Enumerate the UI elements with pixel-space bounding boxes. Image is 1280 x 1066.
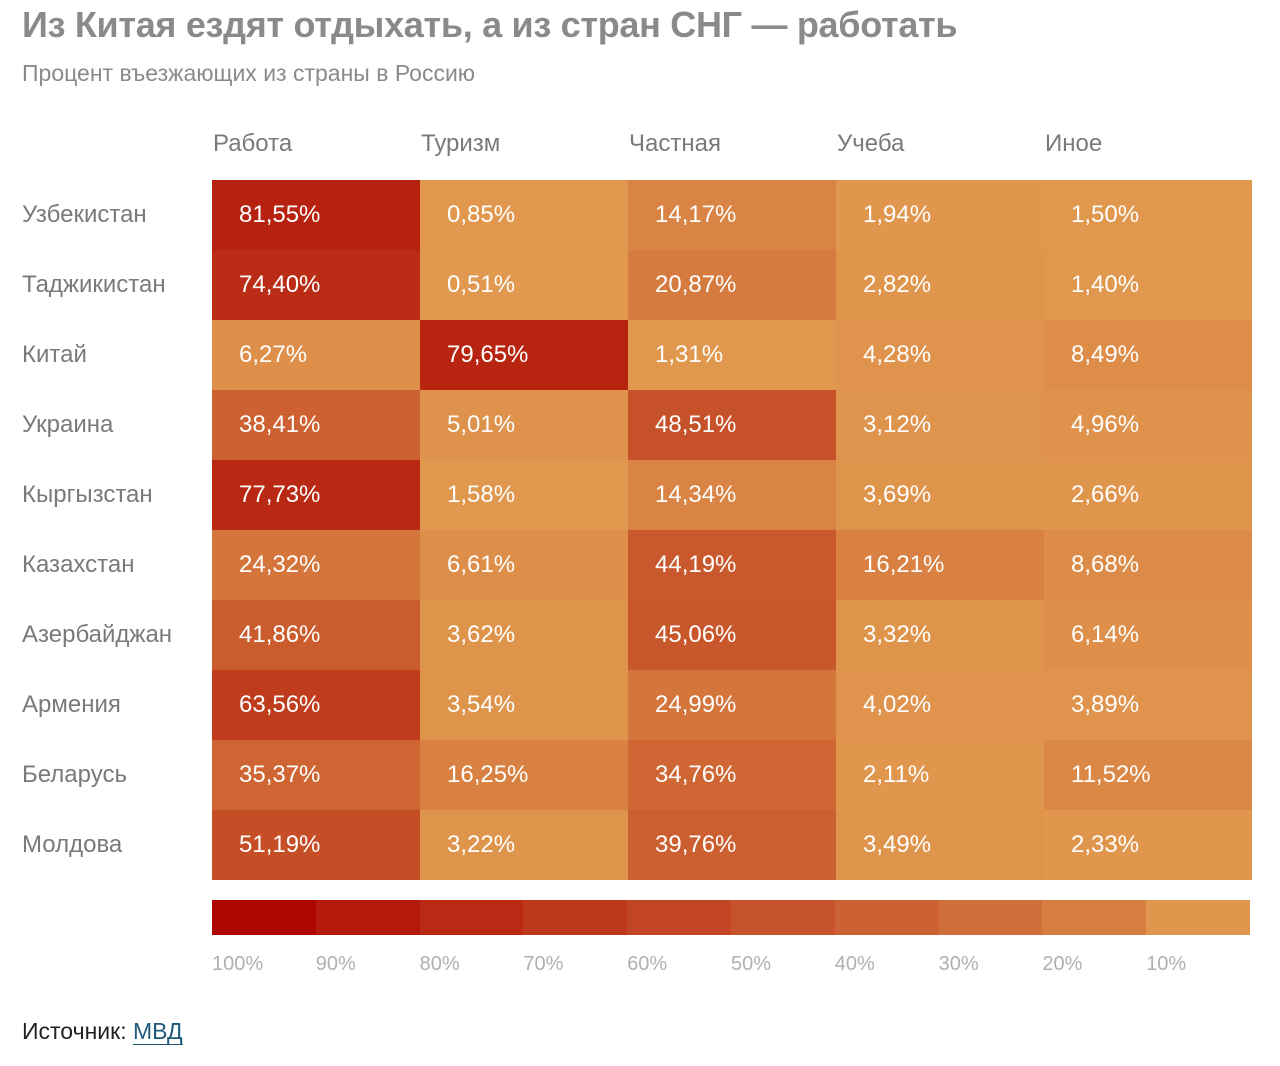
heatmap-cell: 3,12% [836,390,1044,460]
legend-swatch [627,900,732,935]
heatmap-cell: 4,02% [836,670,1044,740]
heatmap-cell: 0,85% [420,180,628,250]
heatmap-cell: 6,61% [420,530,628,600]
legend-swatch [938,900,1043,935]
row-label: Беларусь [22,761,127,788]
source-label: Источник: [22,1018,127,1044]
legend-tick-label: 30% [938,953,979,975]
legend-tick-label: 100% [212,953,264,975]
heatmap-cell: 81,55% [212,180,420,250]
heatmap-cell: 4,28% [836,320,1044,390]
heatmap-cell: 16,21% [836,530,1044,600]
heatmap-cell: 79,65% [420,320,628,390]
heatmap-cell: 2,11% [836,740,1044,810]
heatmap-cell: 39,76% [628,810,836,880]
source-line: Источник: МВД [22,1018,183,1045]
column-header: Учеба [837,130,905,157]
heatmap-cell: 3,54% [420,670,628,740]
heatmap-cell: 45,06% [628,600,836,670]
legend-swatch [419,900,524,935]
legend-swatch [834,900,939,935]
heatmap-cell: 16,25% [420,740,628,810]
legend-tick-label: 80% [419,953,460,975]
row-label: Казахстан [22,551,135,578]
heatmap-cell: 48,51% [628,390,836,460]
heatmap-cell: 5,01% [420,390,628,460]
row-label: Таджикистан [22,271,166,298]
heatmap-cell: 24,99% [628,670,836,740]
heatmap-cell: 2,66% [1044,460,1252,530]
heatmap-cell: 8,68% [1044,530,1252,600]
legend-tick-label: 70% [523,953,564,975]
heatmap-cell: 41,86% [212,600,420,670]
legend-swatch [523,900,628,935]
heatmap-cell: 2,82% [836,250,1044,320]
chart-title: Из Китая ездят отдыхать, а из стран СНГ … [22,4,958,45]
legend-swatch [731,900,835,935]
column-header: Работа [213,130,293,157]
column-header: Иное [1045,130,1103,157]
heatmap-cell: 74,40% [212,250,420,320]
heatmap-cell: 1,31% [628,320,836,390]
legend-tick-label: 10% [1146,953,1187,975]
heatmap-cell: 3,62% [420,600,628,670]
column-header: Туризм [421,130,501,157]
row-label: Молдова [22,831,123,858]
row-label: Азербайджан [22,621,173,648]
heatmap-cell: 6,27% [212,320,420,390]
legend-swatch [212,900,316,935]
heatmap-cell: 1,50% [1044,180,1252,250]
row-label: Узбекистан [22,201,147,228]
heatmap-cell: 3,32% [836,600,1044,670]
heatmap-cell: 1,58% [420,460,628,530]
column-header: Частная [629,130,721,157]
heatmap-cell: 14,17% [628,180,836,250]
row-label: Армения [22,691,121,718]
heatmap-cell: 8,49% [1044,320,1252,390]
heatmap-cell: 3,89% [1044,670,1252,740]
chart-subtitle: Процент въезжающих из страны в Россию [22,60,476,86]
heatmap-cell: 20,87% [628,250,836,320]
heatmap-cell: 11,52% [1044,740,1252,810]
row-label: Украина [22,411,114,438]
heatmap-cell: 35,37% [212,740,420,810]
heatmap-cell: 51,19% [212,810,420,880]
legend-tick-label: 40% [834,953,875,975]
legend-tick-label: 20% [1042,953,1083,975]
legend-tick-label: 60% [627,953,668,975]
heatmap-cell: 14,34% [628,460,836,530]
heatmap-cell: 3,69% [836,460,1044,530]
heatmap-cell: 63,56% [212,670,420,740]
heatmap-cell: 44,19% [628,530,836,600]
heatmap-cell: 1,40% [1044,250,1252,320]
legend-swatch [1042,900,1147,935]
source-link[interactable]: МВД [132,1018,183,1045]
heatmap-cell: 77,73% [212,460,420,530]
row-label: Китай [22,341,87,368]
heatmap-cell: 0,51% [420,250,628,320]
row-label: Кыргызстан [22,481,153,508]
heatmap-cell: 24,32% [212,530,420,600]
heatmap-cell: 3,22% [420,810,628,880]
heatmap-cell: 34,76% [628,740,836,810]
legend-swatch [1146,900,1251,935]
heatmap-cell: 1,94% [836,180,1044,250]
legend-swatch [315,900,420,935]
heatmap-cell: 38,41% [212,390,420,460]
heatmap-cell: 3,49% [836,810,1044,880]
legend-tick-label: 90% [315,953,356,975]
heatmap-cell: 4,96% [1044,390,1252,460]
heatmap-cell: 6,14% [1044,600,1252,670]
heatmap-cell: 2,33% [1044,810,1252,880]
legend-tick-label: 50% [731,953,772,975]
